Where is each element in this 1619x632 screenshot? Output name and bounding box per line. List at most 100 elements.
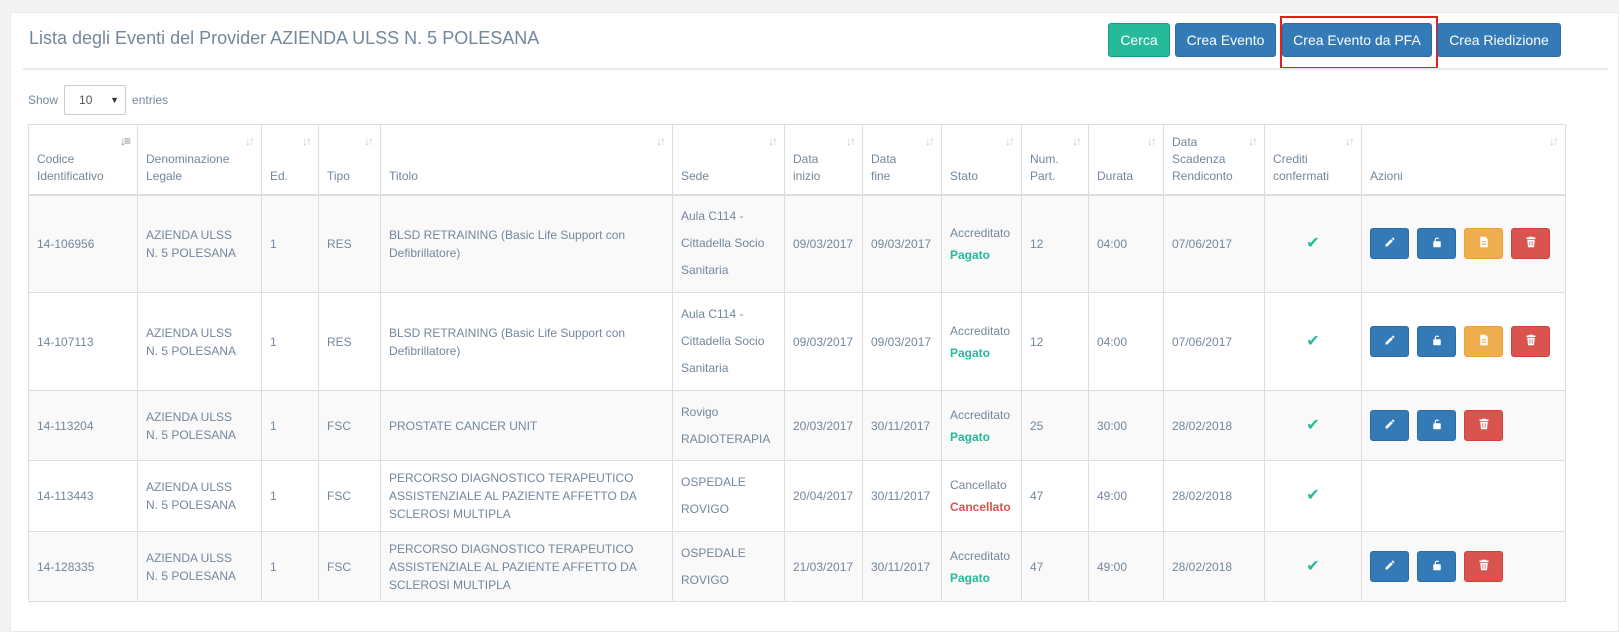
column-header-label: Sede — [681, 168, 710, 183]
column-header-azioni[interactable]: ↓↑ Azioni — [1361, 124, 1566, 196]
cell-data-fine: 09/03/2017 — [862, 194, 942, 293]
column-header-stato[interactable]: ↓↑ Stato — [941, 124, 1022, 196]
edit-button[interactable] — [1370, 326, 1409, 357]
cell-data-inizio: 20/04/2017 — [784, 460, 863, 532]
cell-text: 09/03/2017 — [871, 236, 932, 251]
column-header-durata[interactable]: ↓↑ Durata — [1088, 124, 1164, 196]
column-header-titolo[interactable]: ↓↑ Titolo — [380, 124, 673, 196]
cell-line: N. 5 POLESANA — [146, 245, 237, 260]
crea-evento-da-pfa-button[interactable]: Crea Evento da PFA — [1282, 23, 1432, 57]
column-header-num-part[interactable]: ↓↑ Num. Part. — [1021, 124, 1089, 196]
cell-text: 14-106956 — [37, 236, 95, 251]
cell-line: ASSISTENZIALE AL PAZIENTE AFFETTO DA — [389, 559, 637, 574]
document-button[interactable] — [1464, 326, 1503, 357]
cell-text: 30/11/2017 — [871, 489, 931, 503]
cell-text: 1 — [270, 489, 277, 503]
column-header-tipo[interactable]: ↓↑ Tipo — [318, 124, 381, 196]
entries-label: entries — [132, 93, 169, 107]
cerca-button[interactable]: Cerca — [1108, 23, 1170, 57]
unlock-icon — [1431, 333, 1443, 351]
entries-length-control: Show 10 ▼ entries — [28, 85, 168, 115]
cell-text: 1 — [270, 418, 277, 433]
delete-button[interactable] — [1511, 228, 1550, 260]
cell-line: RADIOTERAPIA — [681, 431, 771, 446]
edit-button[interactable] — [1370, 551, 1409, 582]
cell-text: 09/03/2017 — [793, 236, 854, 251]
cell-text: 07/06/2017 — [1172, 334, 1233, 349]
delete-button[interactable] — [1511, 326, 1550, 357]
crea-riedizione-button[interactable]: Crea Riedizione — [1437, 23, 1561, 57]
cell-tipo: FSC — [318, 531, 381, 602]
pencil-icon — [1384, 417, 1396, 435]
stato-badge: Pagato — [950, 570, 991, 585]
cell-tipo: RES — [318, 292, 381, 391]
column-header-sede[interactable]: ↓↑ Sede — [672, 124, 785, 196]
page-title: Lista degli Eventi del Provider AZIENDA … — [29, 28, 540, 48]
cell-denominazione: AZIENDA ULSS N. 5 POLESANA — [137, 194, 262, 293]
cell-num-part: 25 — [1021, 390, 1089, 461]
unlock-button[interactable] — [1417, 326, 1456, 357]
sort-icon: ↓↑ — [302, 134, 312, 148]
stato-badge: Pagato — [950, 429, 991, 444]
crea-evento-button[interactable]: Crea Evento — [1175, 23, 1276, 57]
cell-durata: 04:00 — [1088, 292, 1164, 391]
unlock-button[interactable] — [1417, 228, 1456, 260]
cell-line: ASSISTENZIALE AL PAZIENTE AFFETTO DA — [389, 489, 637, 503]
cell-line: Cittadella Socio — [681, 334, 765, 348]
cell-tipo: FSC — [318, 460, 381, 532]
stato-text: Accreditato — [950, 407, 1011, 422]
delete-button[interactable] — [1464, 410, 1503, 441]
cell-line: N. 5 POLESANA — [146, 343, 237, 358]
column-header-codice[interactable]: ↓≡ Codice Identificativo — [28, 124, 138, 196]
column-header-data-inizio[interactable]: ↓↑ Data inizio — [784, 124, 863, 196]
column-header-denominazione[interactable]: ↓↑ Denominazione Legale — [137, 124, 262, 196]
table-row: 14-106956 AZIENDA ULSS N. 5 POLESANA 1 RES BL… — [28, 194, 1566, 293]
cell-line: N. 5 POLESANA — [146, 427, 237, 442]
column-header-ed[interactable]: ↓↑ Ed. — [261, 124, 319, 196]
edit-button[interactable] — [1370, 410, 1409, 441]
cell-line: SCLEROSI MULTIPLA — [389, 507, 511, 521]
cell-line: BLSD RETRAINING (Basic Life Support con — [389, 227, 626, 242]
unlock-button[interactable] — [1417, 551, 1456, 582]
cell-azioni — [1361, 531, 1566, 602]
cell-durata: 30:00 — [1088, 390, 1164, 461]
cell-text: 47 — [1030, 559, 1044, 574]
cell-text: 21/03/2017 — [793, 559, 854, 574]
cell-data-scadenza: 28/02/2018 — [1163, 460, 1265, 532]
cell-crediti: ✔ — [1264, 531, 1362, 602]
cell-text: 1 — [270, 334, 277, 349]
cell-line: Aula C114 - — [681, 209, 744, 224]
cell-ed: 1 — [261, 531, 319, 602]
table-row: 14-107113 AZIENDA ULSS N. 5 POLESANA 1 RES BL… — [28, 292, 1566, 391]
cell-text: 14-113443 — [37, 489, 94, 503]
file-icon — [1478, 333, 1490, 351]
cell-num-part: 47 — [1021, 531, 1089, 602]
column-header-label: Legale — [146, 168, 183, 183]
unlock-button[interactable] — [1417, 410, 1456, 441]
cell-text: 09/03/2017 — [793, 334, 854, 349]
column-header-data-fine[interactable]: ↓↑ Data fine — [862, 124, 942, 196]
cell-ed: 1 — [261, 292, 319, 391]
delete-button[interactable] — [1464, 551, 1503, 582]
entries-select[interactable]: 10 ▼ — [64, 85, 127, 115]
cell-data-scadenza: 07/06/2017 — [1163, 292, 1265, 391]
column-header-label: Identificativo — [37, 168, 104, 183]
column-header-crediti[interactable]: ↓↑ Crediti confermati — [1264, 124, 1362, 196]
edit-button[interactable] — [1370, 228, 1409, 260]
cell-denominazione: AZIENDA ULSS N. 5 POLESANA — [137, 292, 262, 391]
sort-icon: ↓↑ — [1345, 134, 1355, 148]
column-header-data-scadenza[interactable]: ↓↑ Data Scadenza Rendiconto — [1163, 124, 1265, 196]
highlight-box — [1280, 16, 1438, 69]
cell-text: 30:00 — [1097, 418, 1128, 433]
cell-text: 14-128335 — [37, 559, 95, 574]
cell-codice: 14-113204 — [28, 390, 138, 461]
document-button[interactable] — [1464, 228, 1503, 260]
column-header-label: Stato — [950, 168, 979, 183]
cell-codice: 14-106956 — [28, 194, 138, 293]
cell-line: Sanitaria — [681, 263, 729, 278]
unlock-icon — [1431, 235, 1443, 253]
cell-codice: 14-128335 — [28, 531, 138, 602]
column-header-label: Azioni — [1370, 168, 1403, 183]
check-icon: ✔ — [1306, 557, 1320, 575]
cell-line: AZIENDA ULSS — [146, 550, 233, 565]
